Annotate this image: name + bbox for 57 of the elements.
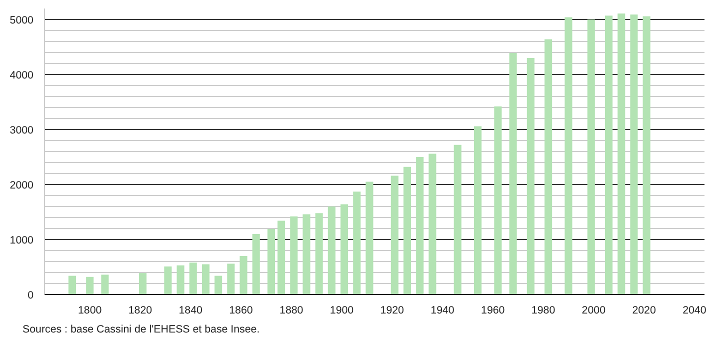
bar — [328, 206, 336, 294]
bar — [564, 17, 572, 294]
bar — [227, 264, 235, 294]
bar — [630, 14, 638, 294]
bar — [340, 204, 348, 294]
x-tick-label: 1880 — [280, 304, 304, 316]
bar — [604, 16, 613, 294]
bar — [252, 234, 260, 294]
bar — [176, 265, 184, 294]
y-tick-label: 5000 — [10, 14, 34, 26]
bar — [240, 256, 248, 294]
bar — [366, 182, 374, 294]
x-tick-label: 2020 — [632, 304, 656, 316]
bar — [302, 214, 310, 294]
x-tick-label: 1980 — [531, 304, 556, 316]
x-tick-label: 1860 — [229, 304, 253, 316]
x-tick-label: 1840 — [178, 304, 203, 316]
y-tick-label: 2000 — [10, 180, 34, 192]
bar — [189, 262, 197, 294]
bar — [544, 39, 552, 294]
bar — [403, 166, 412, 294]
x-tick-label: 1940 — [430, 304, 454, 316]
bar — [416, 157, 424, 294]
bar — [526, 58, 534, 294]
bar — [642, 16, 650, 294]
bar — [587, 20, 595, 294]
y-tick-label: 4000 — [10, 70, 34, 82]
bar — [509, 53, 517, 294]
x-tick-label: 1800 — [78, 304, 102, 316]
bar — [454, 144, 462, 294]
bar — [101, 274, 109, 294]
x-tick-label: 2000 — [582, 304, 606, 316]
bar — [202, 264, 210, 294]
x-tick-label: 1820 — [128, 304, 152, 316]
bar — [267, 229, 275, 294]
x-tick-label: 1900 — [330, 304, 354, 316]
bar — [86, 276, 94, 294]
bar — [428, 154, 436, 294]
bar — [618, 13, 626, 294]
bar — [214, 276, 222, 294]
bar — [474, 126, 482, 294]
source-note: Sources : base Cassini de l'EHESS et base Insee. — [22, 324, 260, 336]
y-tick-label: 3000 — [10, 124, 34, 136]
bar — [278, 220, 286, 294]
y-tick-label: 0 — [28, 290, 34, 302]
bar — [138, 273, 147, 294]
x-tick-label: 2040 — [682, 304, 706, 316]
bar — [390, 176, 398, 294]
bar — [494, 106, 502, 294]
x-tick-label: 1920 — [380, 304, 404, 316]
bar — [68, 276, 76, 294]
bar — [353, 192, 361, 294]
bar — [164, 266, 172, 294]
y-tick-label: 1000 — [10, 234, 34, 246]
bar — [290, 216, 298, 294]
bar — [315, 213, 323, 294]
x-tick-label: 1960 — [481, 304, 505, 316]
